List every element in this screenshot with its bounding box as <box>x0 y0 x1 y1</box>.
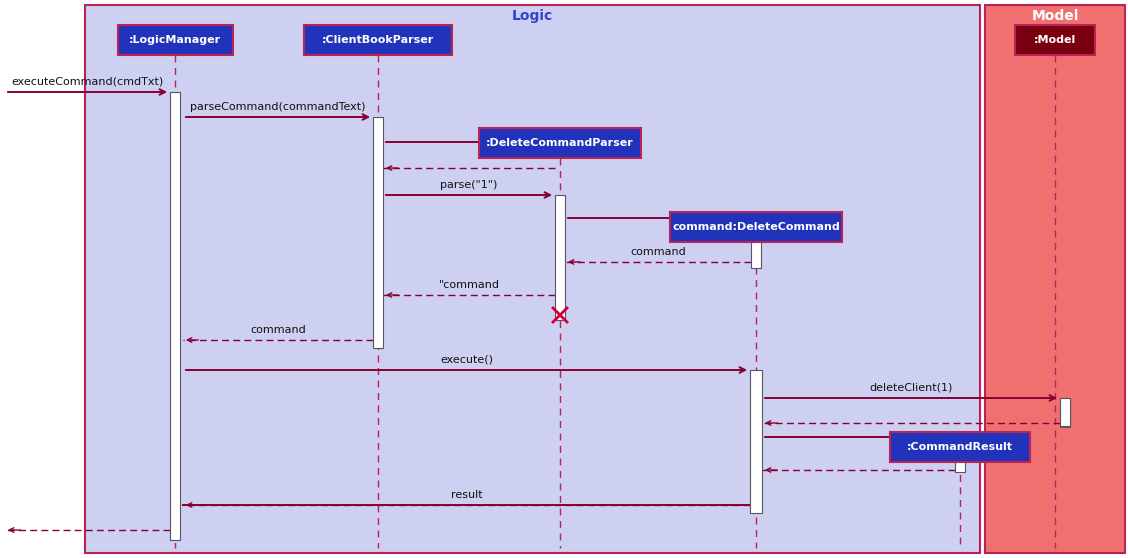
Text: command: command <box>250 325 306 335</box>
Bar <box>1060 398 1070 427</box>
Bar <box>955 437 964 472</box>
Text: executeCommand(cmdTxt): executeCommand(cmdTxt) <box>11 77 164 87</box>
Bar <box>670 212 841 242</box>
Bar <box>170 92 180 540</box>
Bar <box>373 117 384 348</box>
Text: command: command <box>631 247 686 257</box>
Bar <box>479 128 641 158</box>
Bar <box>750 370 763 513</box>
Text: command:DeleteCommand: command:DeleteCommand <box>672 222 840 232</box>
Text: Logic: Logic <box>511 9 553 23</box>
Text: deleteClient(1): deleteClient(1) <box>870 383 953 393</box>
Bar <box>1015 25 1095 55</box>
Text: :LogicManager: :LogicManager <box>129 35 221 45</box>
Bar <box>1060 398 1070 426</box>
Text: Model: Model <box>1031 9 1078 23</box>
Bar <box>985 5 1125 553</box>
Text: :DeleteCommandParser: :DeleteCommandParser <box>486 138 634 148</box>
Bar <box>117 25 232 55</box>
Bar <box>305 25 452 55</box>
Bar <box>555 195 565 320</box>
Bar <box>890 432 1030 462</box>
Text: :CommandResult: :CommandResult <box>907 442 1013 452</box>
Text: "command: "command <box>439 280 500 290</box>
Text: execute(): execute() <box>441 355 494 365</box>
Text: result: result <box>451 490 483 500</box>
Text: parseCommand(commandText): parseCommand(commandText) <box>191 102 365 112</box>
Bar <box>751 218 761 268</box>
Text: :ClientBookParser: :ClientBookParser <box>321 35 434 45</box>
Bar <box>85 5 980 553</box>
Text: parse("1"): parse("1") <box>440 180 497 190</box>
Text: :Model: :Model <box>1034 35 1076 45</box>
